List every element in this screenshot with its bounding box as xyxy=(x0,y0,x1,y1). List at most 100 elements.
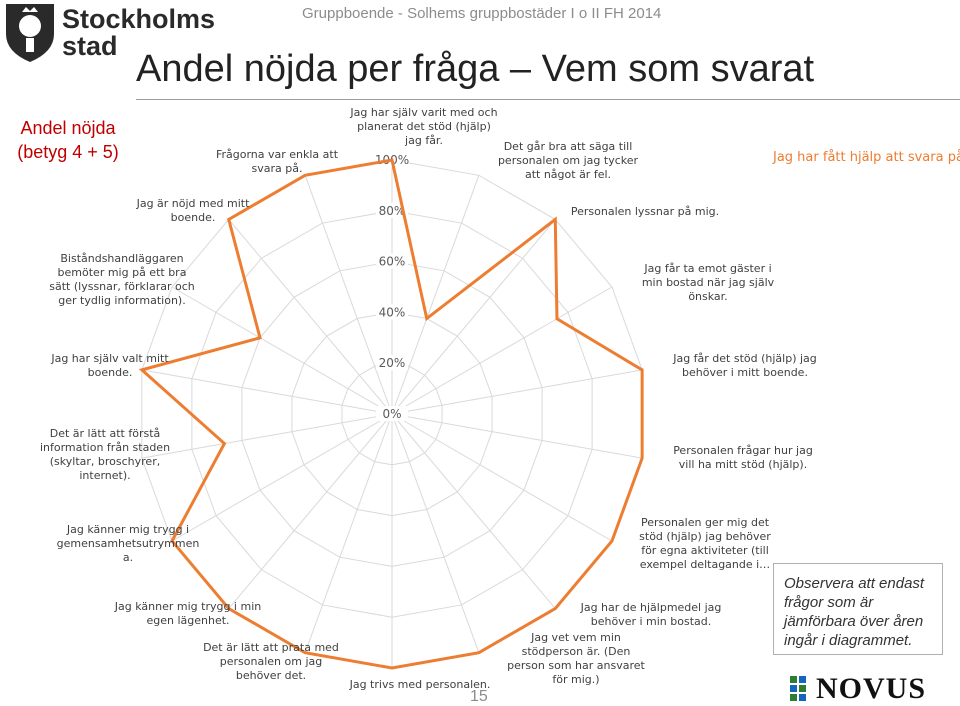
category-label-2: Personalen lyssnar på mig. xyxy=(571,205,719,218)
category-label-line: a. xyxy=(123,551,133,564)
grid-spoke-10 xyxy=(304,413,393,653)
page-number: 15 xyxy=(470,688,488,705)
side-label-line-1: Andel nöjda xyxy=(20,118,116,138)
grid-spoke-7 xyxy=(391,413,556,609)
category-label-line: behöver i mitt boende. xyxy=(682,366,808,379)
category-label-7: Jag har de hjälpmedel jag behöver i min b… xyxy=(580,601,722,628)
category-label-line: Jag har själv varit med och xyxy=(349,106,497,119)
grid-spoke-4 xyxy=(391,369,643,415)
series-point-7 xyxy=(554,607,557,610)
category-label-10: Det är lätt att prata med personalen om j… xyxy=(203,641,339,682)
grid-spoke-3 xyxy=(391,286,613,415)
grid-spoke-2 xyxy=(391,219,556,415)
series-point-6 xyxy=(610,539,614,543)
category-label-line: Jag vet vem min xyxy=(530,631,621,644)
category-label-5: Personalen frågar hur jag vill ha mitt st… xyxy=(673,444,813,471)
title-divider xyxy=(136,99,960,100)
novus-logo: NOVUS xyxy=(790,674,950,704)
category-label-line: jag får. xyxy=(404,134,443,147)
category-label-line: Det är lätt att förstå xyxy=(50,427,161,440)
category-label-line: sätt (lyssnar, förklarar och xyxy=(49,280,194,293)
category-label-0: Jag har själv varit med och planerat det … xyxy=(349,106,497,147)
category-label-12: Jag känner mig trygg i gemensamhetsutrymm… xyxy=(57,523,200,564)
grid-spoke-1 xyxy=(391,175,480,415)
grid-spoke-8 xyxy=(391,413,480,653)
grid-spoke-11 xyxy=(228,413,393,609)
logo-text: Stockholms stad xyxy=(62,6,215,60)
category-label-line: önskar. xyxy=(688,290,727,303)
category-label-line: gemensamhetsutrymmen xyxy=(57,537,200,550)
category-label-17: Frågorna var enkla att svara på. xyxy=(216,148,339,175)
category-label-9: Jag trivs med personalen. xyxy=(349,678,491,691)
series-point-13 xyxy=(223,442,226,445)
logo-line-1: Stockholms xyxy=(62,4,216,34)
category-label-line: Jag har de hjälpmedel jag xyxy=(580,601,722,614)
top-header-title: Gruppboende - Solhems gruppbostäder I o … xyxy=(302,5,662,22)
grid-spoke-14 xyxy=(141,369,393,415)
series-point-0 xyxy=(390,158,394,162)
category-label-line: exempel deltagande i… xyxy=(640,558,770,571)
category-label-14: Jag har själv valt mitt boende. xyxy=(50,352,169,379)
series-point-17 xyxy=(303,174,307,177)
category-label-11: Jag känner mig trygg i min egen lägenhet. xyxy=(114,600,261,627)
category-label-line: Personalen frågar hur jag xyxy=(673,444,813,457)
category-label-line: (skyltar, broschyrer, xyxy=(50,455,160,468)
category-label-line: boende. xyxy=(88,366,133,379)
category-label-15: Biståndshandläggaren bemöter mig på ett b… xyxy=(49,252,194,307)
series-point-16 xyxy=(227,218,230,221)
note-box: Observera att endast frågor som är jämfö… xyxy=(773,563,943,655)
category-label-line: egen lägenhet. xyxy=(146,614,229,627)
page-title: Andel nöjda per fråga – Vem som svarat xyxy=(136,48,815,90)
logo-line-2: stad xyxy=(62,31,118,61)
grid-spoke-12 xyxy=(171,413,393,542)
legend-entry: Jag har fått hjälp att svara på frågorna xyxy=(772,150,960,165)
category-label-line: Jag har själv valt mitt xyxy=(50,352,169,365)
category-label-line: ger tydlig information). xyxy=(58,294,185,307)
grid-spoke-15 xyxy=(171,286,393,415)
series-point-5 xyxy=(640,456,644,460)
category-label-line: vill ha mitt stöd (hjälp). xyxy=(679,458,807,471)
tick-label-bg-2 xyxy=(376,304,408,320)
grid-spoke-5 xyxy=(391,413,643,459)
grid-spoke-13 xyxy=(141,413,393,459)
category-label-line: bemöter mig på ett bra xyxy=(58,266,187,279)
category-label-line: Jag får ta emot gäster i xyxy=(643,262,771,275)
category-label-line: för egna aktiviteter (till xyxy=(641,544,769,557)
series-point-15 xyxy=(258,336,262,339)
category-label-line: planerat det stöd (hjälp) xyxy=(357,120,491,133)
series-point-4 xyxy=(640,368,644,372)
category-label-line: personalen om jag tycker xyxy=(498,154,639,167)
category-label-line: Jag känner mig trygg i min xyxy=(114,600,261,613)
tick-label-3: 60% xyxy=(379,255,406,269)
category-label-4: Jag får det stöd (hjälp) jag behöver i mi… xyxy=(672,352,817,379)
category-label-line: behöver det. xyxy=(236,669,306,682)
tick-label-bg-4 xyxy=(376,202,408,218)
category-label-line: information från staden xyxy=(40,441,170,454)
category-label-line: Biståndshandläggaren xyxy=(60,252,183,265)
category-label-line: boende. xyxy=(171,211,216,224)
series-point-12 xyxy=(170,539,174,543)
category-label-3: Jag får ta emot gäster i min bostad när j… xyxy=(642,262,775,303)
category-label-line: svara på. xyxy=(252,162,303,175)
category-label-line: Jag får det stöd (hjälp) jag xyxy=(672,352,817,365)
grid-spoke-6 xyxy=(391,413,613,542)
category-label-line: Jag känner mig trygg i xyxy=(66,523,189,536)
category-label-line: min bostad när jag själv xyxy=(642,276,775,289)
series-point-11 xyxy=(227,607,230,610)
side-label: Andel nöjda (betyg 4 + 5) xyxy=(12,116,124,164)
tick-label-2: 40% xyxy=(379,305,406,319)
tick-label-bg-1 xyxy=(376,355,408,371)
category-label-13: Det är lätt att förstå information från s… xyxy=(40,427,170,482)
grid-spoke-16 xyxy=(228,219,393,415)
novus-mark-icon xyxy=(790,676,806,701)
grid-spoke-17 xyxy=(304,175,393,415)
category-label-line: Jag trivs med personalen. xyxy=(349,678,491,691)
category-label-line: att något är fel. xyxy=(525,168,611,181)
series-point-10 xyxy=(303,651,307,654)
tick-label-1: 20% xyxy=(379,356,406,370)
series-point-2 xyxy=(554,218,557,221)
category-label-line: stöd (hjälp) jag behöver xyxy=(639,530,771,543)
stockholm-logo: Stockholms stad xyxy=(0,0,215,70)
category-label-line: internet). xyxy=(79,469,130,482)
